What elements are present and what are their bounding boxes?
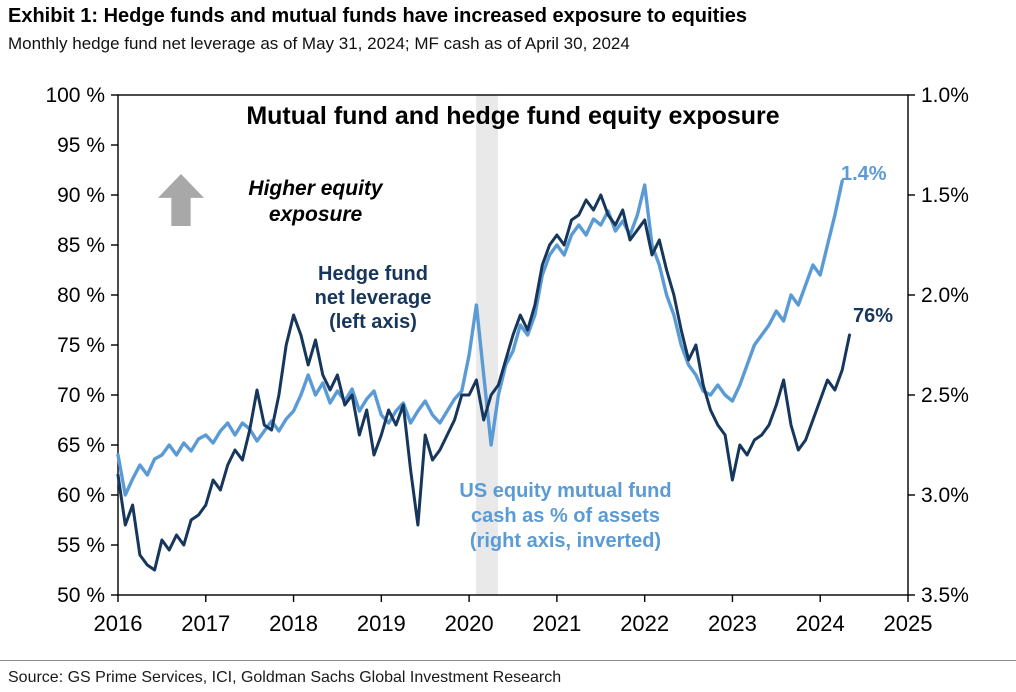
end-value-label-hedge-leverage: 76% — [853, 305, 894, 327]
right-axis-tick-label: 2.5% — [921, 384, 969, 407]
x-axis-tick-label: 2017 — [181, 611, 230, 636]
left-axis-tick-label: 75 % — [57, 334, 105, 357]
left-axis-tick-label: 85 % — [57, 234, 105, 257]
x-axis-tick-label: 2025 — [884, 611, 933, 636]
x-axis-tick-label: 2023 — [708, 611, 757, 636]
right-axis-tick-label: 3.5% — [921, 584, 969, 607]
left-axis-tick-label: 90 % — [57, 184, 105, 207]
exhibit-subtitle: Monthly hedge fund net leverage as of Ma… — [8, 34, 630, 53]
series-line-left — [116, 193, 851, 572]
right-axis-tick-label: 1.5% — [921, 184, 969, 207]
left-axis-tick-label: 80 % — [57, 284, 105, 307]
annotation-mutual-fund-series-label: US equity mutual fund cash as % of asset… — [459, 480, 672, 552]
x-axis-tick-label: 2022 — [620, 611, 669, 636]
right-axis-tick-label: 1.0% — [921, 84, 969, 107]
footer-divider — [0, 660, 1016, 661]
right-axis-tick-label: 2.0% — [921, 284, 969, 307]
series-line-right — [116, 179, 844, 497]
x-axis-tick-label: 2021 — [532, 611, 581, 636]
annotation-hedge-fund-series-label: Hedge fund net leverage (left axis) — [314, 263, 432, 333]
source-line: Source: GS Prime Services, ICI, Goldman … — [8, 669, 562, 686]
chart-title: Mutual fund and hedge fund equity exposu… — [246, 102, 780, 130]
left-axis-tick-label: 55 % — [57, 534, 105, 557]
left-axis-tick-label: 95 % — [57, 134, 105, 157]
left-axis-tick-label: 65 % — [57, 434, 105, 457]
left-axis-tick-label: 100 % — [45, 84, 105, 107]
recession-band — [476, 95, 498, 595]
right-axis-tick-label: 3.0% — [921, 484, 969, 507]
x-axis-tick-label: 2020 — [445, 611, 494, 636]
x-axis-tick-label: 2019 — [357, 611, 406, 636]
end-value-label-mf-cash: 1.4% — [841, 163, 887, 185]
exhibit-title: Exhibit 1: Hedge funds and mutual funds … — [8, 5, 748, 27]
x-axis-tick-label: 2018 — [269, 611, 318, 636]
left-axis-tick-label: 60 % — [57, 484, 105, 507]
x-axis-tick-label: 2016 — [94, 611, 143, 636]
left-axis-tick-label: 50 % — [57, 584, 105, 607]
annotation-higher-equity: Higher equity exposure — [248, 177, 383, 227]
x-axis-tick-label: 2024 — [796, 611, 845, 636]
left-axis-tick-label: 70 % — [57, 384, 105, 407]
